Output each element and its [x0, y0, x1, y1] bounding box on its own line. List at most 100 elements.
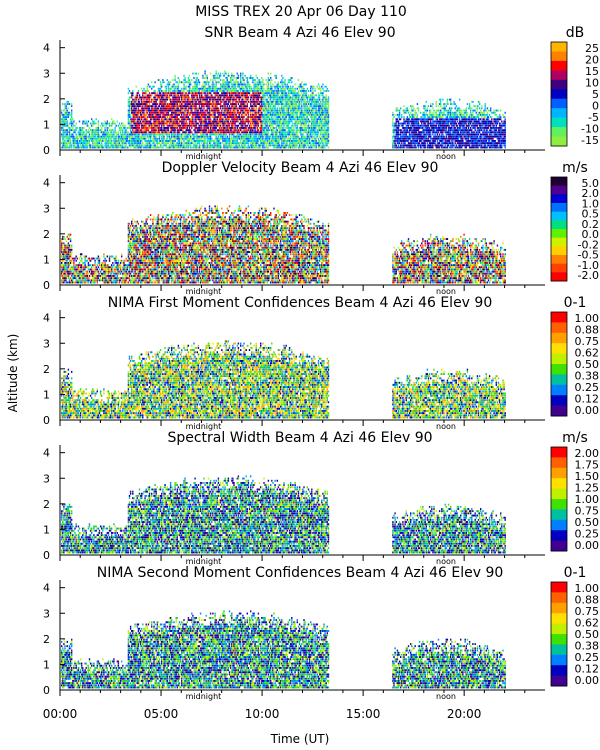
colorbar: 2.001.751.501.251.000.750.500.250.00 — [551, 447, 599, 552]
x-tick-label: 00:00 — [43, 707, 78, 721]
colorbar-swatch — [551, 246, 567, 255]
data-field — [61, 70, 506, 148]
colorbar-swatch — [551, 186, 567, 195]
colorbar-swatch — [551, 499, 567, 510]
y-tick-label: 3 — [43, 337, 50, 350]
colorbar-swatch — [551, 541, 567, 552]
panel-4: Spectral Width Beam 4 Azi 46 Elev 900123… — [43, 430, 599, 566]
colorbar-swatch — [551, 624, 567, 635]
colorbar-swatch — [551, 108, 567, 118]
colorbar-swatch — [551, 354, 567, 365]
y-tick-label: 2 — [43, 363, 50, 376]
colorbar-swatch — [551, 118, 567, 128]
colorbar-swatch — [551, 457, 567, 468]
y-tick-label: 0 — [43, 279, 50, 292]
colorbar-swatch — [551, 272, 567, 281]
y-tick-label: 1 — [43, 118, 50, 131]
time-marker: noon — [436, 422, 456, 431]
colorbar: 1.000.880.750.620.500.380.250.120.00 — [551, 312, 599, 417]
y-tick-label: 0 — [43, 144, 50, 157]
data-field — [61, 340, 506, 418]
time-marker: midnight — [186, 692, 222, 701]
panel-title: NIMA First Moment Confidences Beam 4 Azi… — [108, 295, 492, 311]
colorbar-swatch — [551, 613, 567, 624]
colorbar-swatch — [551, 127, 567, 137]
colorbar-swatch — [551, 229, 567, 238]
colorbar-swatch — [551, 42, 567, 52]
colorbar-swatch — [551, 374, 567, 385]
panel-title: NIMA Second Moment Confidences Beam 4 Az… — [97, 565, 504, 581]
y-tick-label: 2 — [43, 228, 50, 241]
y-tick-label: 1 — [43, 658, 50, 671]
panel-title: Spectral Width Beam 4 Azi 46 Elev 90 — [167, 430, 432, 446]
colorbar-unit: m/s — [562, 160, 588, 176]
colorbar-swatch — [551, 61, 567, 71]
colorbar-swatch — [551, 592, 567, 603]
colorbar-swatch — [551, 89, 567, 99]
colorbar-swatch — [551, 80, 567, 90]
colorbar-swatch — [551, 322, 567, 333]
colorbar-swatch — [551, 665, 567, 676]
time-marker: noon — [436, 152, 456, 161]
colorbar-swatch — [551, 468, 567, 479]
colorbar-swatch — [551, 212, 567, 221]
panel-3: NIMA First Moment Confidences Beam 4 Azi… — [43, 295, 599, 431]
colorbar-swatch — [551, 137, 567, 147]
colorbar-swatch — [551, 343, 567, 354]
colorbar-swatch — [551, 509, 567, 520]
colorbar-swatch — [551, 333, 567, 344]
colorbar-swatch — [551, 312, 567, 323]
panel-5: NIMA Second Moment Confidences Beam 4 Az… — [43, 565, 599, 701]
panel-title: Doppler Velocity Beam 4 Azi 46 Elev 90 — [162, 160, 439, 176]
colorbar-swatch — [551, 177, 567, 186]
y-tick-label: 1 — [43, 253, 50, 266]
colorbar-swatch — [551, 644, 567, 655]
colorbar-label: 0.00 — [575, 674, 600, 687]
y-tick-label: 3 — [43, 202, 50, 215]
colorbar-swatch — [551, 530, 567, 541]
y-tick-label: 2 — [43, 498, 50, 511]
colorbar-swatch — [551, 406, 567, 417]
y-tick-label: 3 — [43, 472, 50, 485]
y-tick-label: 4 — [43, 312, 50, 325]
colorbar-label: -2.0 — [578, 269, 599, 282]
colorbar-label: 0.00 — [575, 404, 600, 417]
y-tick-label: 3 — [43, 67, 50, 80]
time-marker: noon — [436, 692, 456, 701]
colorbar-swatch — [551, 395, 567, 406]
colorbar-swatch — [551, 385, 567, 396]
y-tick-label: 1 — [43, 388, 50, 401]
panels-group: SNR Beam 4 Azi 46 Elev 90 0 1 2 3 4 midnight no… — [43, 25, 599, 721]
y-tick-label: 0 — [43, 414, 50, 427]
colorbar-swatch — [551, 70, 567, 80]
data-field — [61, 610, 506, 688]
colorbar-swatch — [551, 520, 567, 531]
panel-title: SNR Beam 4 Azi 46 Elev 90 — [204, 25, 395, 41]
colorbar-swatch — [551, 194, 567, 203]
y-tick-label: 4 — [43, 177, 50, 190]
x-tick-label: 10:00 — [245, 707, 280, 721]
colorbar-label: 0.00 — [575, 539, 600, 552]
chart-title: MISS TREX 20 Apr 06 Day 110 — [195, 4, 407, 20]
colorbar-unit: m/s — [562, 430, 588, 446]
colorbar-swatch — [551, 655, 567, 666]
y-axis-label: Altitude (km) — [6, 334, 20, 413]
colorbar: 5.02.01.00.50.20.0-0.2-0.5-1.0-2.0 — [551, 177, 599, 282]
y-tick-label: 4 — [43, 582, 50, 595]
colorbar-swatch — [551, 238, 567, 247]
colorbar-unit: 0-1 — [564, 565, 587, 581]
y-tick-label: 0 — [43, 684, 50, 697]
y-tick-label: 4 — [43, 42, 50, 55]
colorbar-label: -15 — [581, 134, 599, 147]
colorbar-swatch — [551, 264, 567, 273]
y-tick-label: 2 — [43, 93, 50, 106]
y-tick-label: 2 — [43, 633, 50, 646]
colorbar-unit: 0-1 — [564, 295, 587, 311]
data-field — [61, 205, 506, 283]
colorbar-swatch — [551, 99, 567, 109]
colorbar-swatch — [551, 603, 567, 614]
panel-2: Doppler Velocity Beam 4 Azi 46 Elev 90 0 1… — [43, 160, 599, 296]
